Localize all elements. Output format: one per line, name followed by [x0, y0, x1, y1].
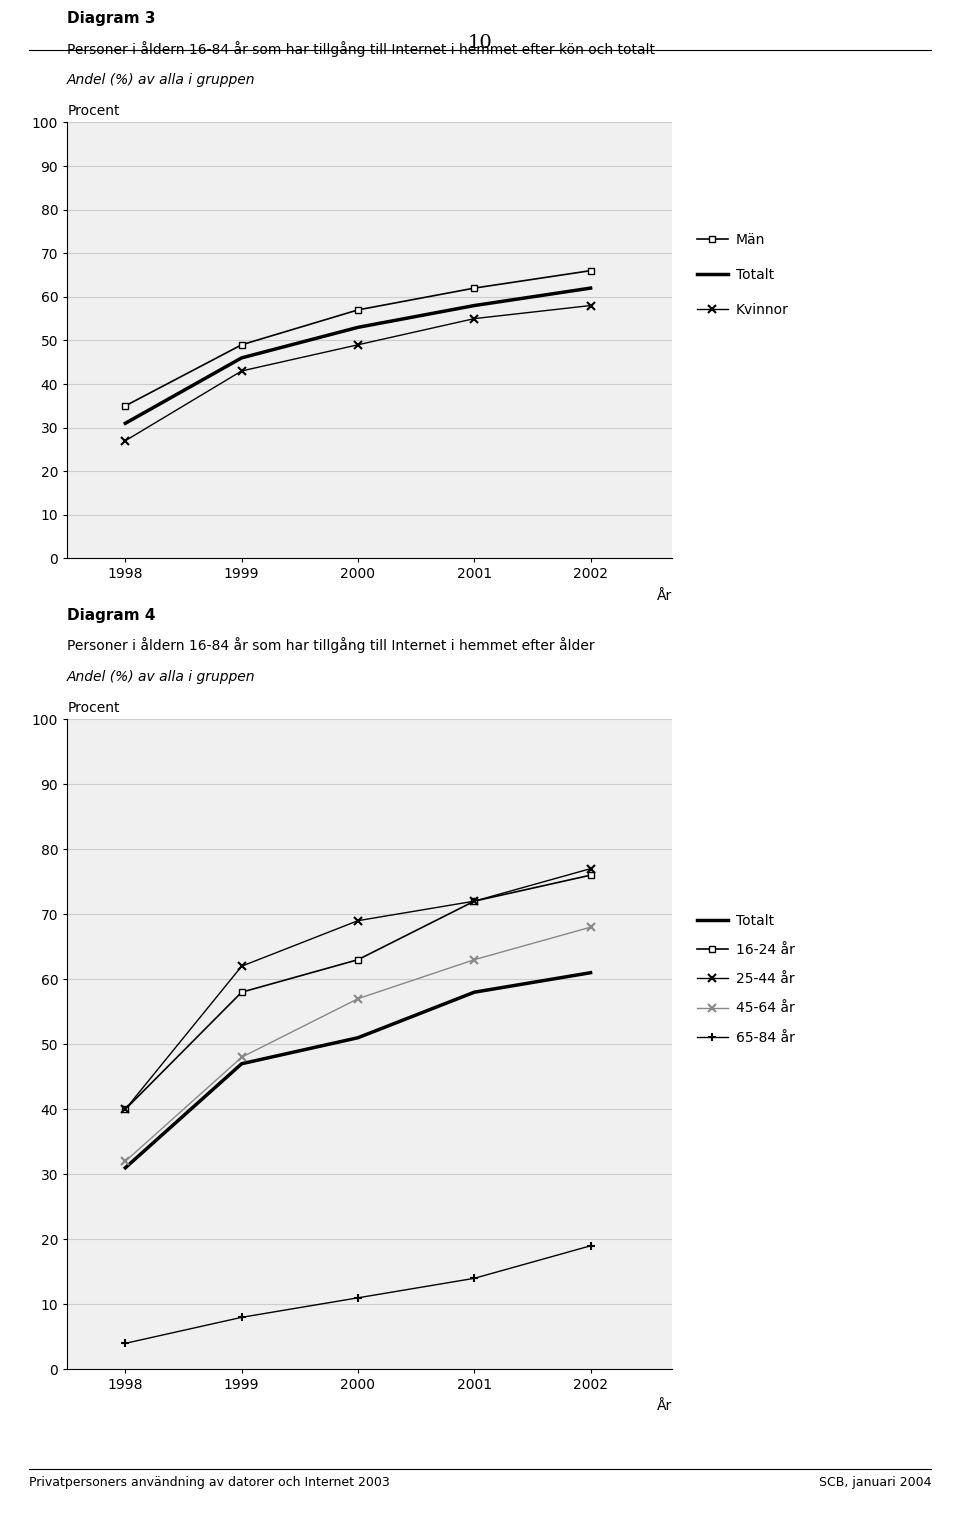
- Text: Personer i åldern 16-84 år som har tillgång till Internet i hemmet efter kön och: Personer i åldern 16-84 år som har tillg…: [67, 41, 655, 57]
- Text: År: År: [657, 589, 672, 603]
- Text: Procent: Procent: [67, 701, 120, 715]
- Text: 10: 10: [468, 34, 492, 52]
- Legend: Män, Totalt, Kvinnor: Män, Totalt, Kvinnor: [697, 233, 789, 317]
- Text: Procent: Procent: [67, 104, 120, 118]
- Text: SCB, januari 2004: SCB, januari 2004: [819, 1476, 931, 1489]
- Text: År: År: [657, 1398, 672, 1412]
- Legend: Totalt, 16-24 år, 25-44 år, 45-64 år, 65-84 år: Totalt, 16-24 år, 25-44 år, 45-64 år, 65…: [697, 913, 795, 1045]
- Text: Andel (%) av alla i gruppen: Andel (%) av alla i gruppen: [67, 670, 255, 684]
- Text: Andel (%) av alla i gruppen: Andel (%) av alla i gruppen: [67, 73, 255, 87]
- Text: Diagram 4: Diagram 4: [67, 607, 156, 623]
- Text: Privatpersoners användning av datorer och Internet 2003: Privatpersoners användning av datorer oc…: [29, 1476, 390, 1489]
- Text: Diagram 3: Diagram 3: [67, 11, 156, 26]
- Text: Personer i åldern 16-84 år som har tillgång till Internet i hemmet efter ålder: Personer i åldern 16-84 år som har tillg…: [67, 638, 595, 653]
